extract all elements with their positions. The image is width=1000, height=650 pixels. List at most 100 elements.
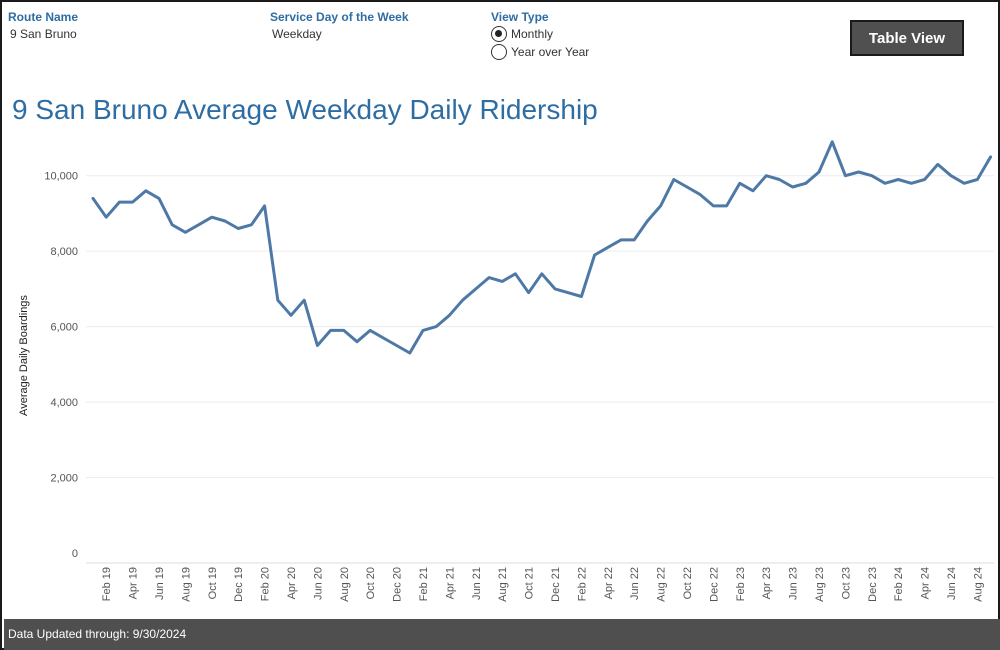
x-tick-label: Aug 24: [972, 567, 984, 602]
data-point: [976, 178, 979, 181]
data-point: [897, 178, 900, 181]
data-point: [527, 291, 530, 294]
x-tick-label: Oct 23: [840, 567, 852, 599]
data-point: [791, 186, 794, 189]
data-point: [778, 178, 781, 181]
data-point: [989, 155, 992, 158]
data-point: [857, 170, 860, 173]
service-day-filter-value[interactable]: Weekday: [272, 27, 322, 41]
data-point: [620, 238, 623, 241]
data-point: [488, 276, 491, 279]
data-point: [118, 201, 121, 204]
service-day-filter[interactable]: Service Day of the Week Weekday: [270, 10, 409, 41]
x-tick-label: Jun 19: [154, 567, 166, 600]
x-tick-label: Aug 21: [497, 567, 509, 602]
x-tick-label: Apr 19: [128, 567, 140, 599]
data-point: [910, 182, 913, 185]
data-point: [659, 204, 662, 207]
data-point: [514, 272, 517, 275]
radio-unselected-icon[interactable]: [491, 43, 507, 60]
data-updated-footer: Data Updated through: 9/30/2024: [4, 619, 1000, 650]
data-point: [369, 329, 372, 332]
table-view-button[interactable]: Table View: [850, 20, 964, 56]
data-point: [356, 340, 359, 343]
data-point: [210, 216, 213, 219]
x-tick-label: Dec 19: [233, 567, 245, 602]
x-tick-label: Jun 21: [471, 567, 483, 600]
data-point: [316, 344, 319, 347]
data-point: [633, 238, 636, 241]
x-tick-label: Dec 22: [708, 567, 720, 602]
data-point: [342, 329, 345, 332]
data-point: [818, 170, 821, 173]
view-type-filter-label: View Type: [491, 10, 549, 24]
x-tick-label: Oct 20: [365, 567, 377, 599]
y-tick-label: 10,000: [44, 171, 78, 183]
data-point: [686, 186, 689, 189]
x-tick-label: Aug 22: [656, 567, 668, 602]
data-point: [250, 223, 253, 226]
x-tick-label: Feb 24: [893, 567, 905, 601]
data-point: [738, 182, 741, 185]
x-tick-label: Apr 24: [920, 567, 932, 599]
data-point: [382, 336, 385, 339]
data-point: [474, 287, 477, 290]
view-type-option-monthly[interactable]: Monthly: [491, 25, 589, 42]
data-point: [422, 329, 425, 332]
x-tick-label: Jun 22: [629, 567, 641, 600]
data-point: [672, 178, 675, 181]
x-tick-label: Dec 20: [392, 567, 404, 602]
data-point: [752, 189, 755, 192]
data-point: [950, 174, 953, 177]
data-point: [461, 299, 464, 302]
data-point: [408, 352, 411, 355]
data-point: [144, 189, 147, 192]
x-tick-label: Oct 19: [207, 567, 219, 599]
data-point: [936, 163, 939, 166]
route-filter-value[interactable]: 9 San Bruno: [10, 27, 77, 41]
x-tick-label: Apr 22: [603, 567, 615, 599]
x-tick-label: Feb 20: [260, 567, 272, 601]
y-tick-label: 4,000: [50, 397, 78, 409]
x-tick-label: Apr 20: [286, 567, 298, 599]
data-point: [197, 223, 200, 226]
data-point: [870, 174, 873, 177]
data-point: [884, 182, 887, 185]
service-day-filter-label: Service Day of the Week: [270, 10, 409, 24]
x-tick-label: Dec 23: [867, 567, 879, 602]
view-type-filter: View Type Monthly Year over Year: [491, 10, 589, 60]
data-point: [290, 314, 293, 317]
data-point: [92, 197, 95, 200]
data-point: [646, 220, 649, 223]
data-point: [329, 329, 332, 332]
x-tick-label: Feb 22: [576, 567, 588, 601]
data-point: [237, 227, 240, 230]
data-point: [303, 299, 306, 302]
y-axis-title: Average Daily Boardings: [18, 295, 30, 416]
data-point: [580, 295, 583, 298]
chart-title: 9 San Bruno Average Weekday Daily Riders…: [12, 94, 598, 125]
x-tick-label: Feb 19: [101, 567, 113, 601]
data-point: [131, 201, 134, 204]
data-point: [712, 204, 715, 207]
route-filter[interactable]: Route Name 9 San Bruno: [8, 10, 78, 41]
data-point: [606, 246, 609, 249]
y-tick-label: 2,000: [50, 473, 78, 485]
y-tick-label: 0: [72, 548, 78, 560]
data-point: [395, 344, 398, 347]
x-tick-label: Apr 21: [444, 567, 456, 599]
data-point: [501, 280, 504, 283]
radio-selected-icon[interactable]: [491, 25, 507, 42]
data-point: [844, 174, 847, 177]
x-tick-label: Oct 21: [524, 567, 536, 599]
view-type-option-year-over-year[interactable]: Year over Year: [491, 43, 589, 60]
x-tick-label: Feb 23: [735, 567, 747, 601]
data-point: [725, 204, 728, 207]
data-point: [184, 231, 187, 234]
data-point: [448, 314, 451, 317]
view-type-option-label: Monthly: [511, 26, 554, 41]
x-tick-label: Feb 21: [418, 567, 430, 601]
data-point: [593, 253, 596, 256]
data-point: [554, 287, 557, 290]
